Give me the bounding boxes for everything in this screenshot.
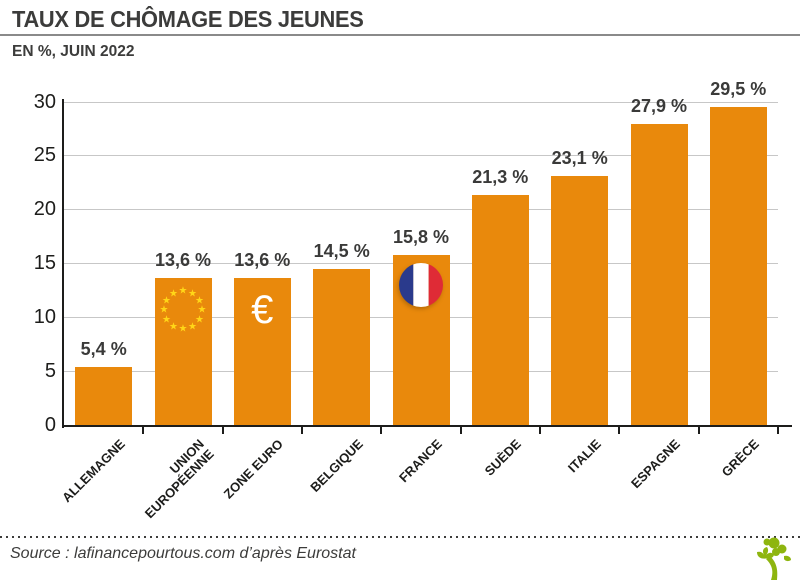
eu-star: ★ bbox=[195, 295, 204, 307]
bar-su-de bbox=[471, 195, 529, 425]
y-tick-label-5: 5 bbox=[44, 360, 56, 383]
source-text: Source : lafinancepourtous.com d’après E… bbox=[10, 545, 356, 562]
eu-star: ★ bbox=[178, 323, 188, 335]
x-tick-9 bbox=[777, 427, 779, 434]
y-axis-line bbox=[62, 99, 64, 428]
eu-star: ★ bbox=[162, 314, 171, 326]
value-label-gr-ce: 29,5 % bbox=[710, 78, 767, 99]
y-tick-label-0: 0 bbox=[44, 414, 56, 436]
eu-star: ★ bbox=[169, 288, 178, 300]
value-label-allemagne: 5,4 % bbox=[80, 338, 127, 359]
x-tick-8 bbox=[697, 427, 700, 434]
gridline-30 bbox=[64, 101, 778, 103]
gridline-20 bbox=[64, 209, 778, 211]
bar-italie bbox=[551, 175, 609, 425]
y-tick-label-30: 30 bbox=[33, 90, 56, 113]
value-label-belgique: 14,5 % bbox=[313, 240, 370, 261]
x-tick-3 bbox=[301, 427, 303, 434]
eu-star: ★ bbox=[178, 285, 188, 297]
footer-divider bbox=[0, 536, 800, 538]
bar-gr-ce bbox=[709, 106, 767, 425]
y-tick-label-15: 15 bbox=[33, 252, 56, 275]
chart-subtitle: EN %, JUIN 2022 bbox=[12, 43, 135, 60]
x-tick-6 bbox=[539, 427, 541, 434]
euro-icon: € bbox=[251, 288, 274, 333]
title-divider bbox=[0, 34, 800, 36]
eu-star: ★ bbox=[159, 304, 169, 316]
bar-belgique bbox=[313, 268, 371, 425]
value-label-su-de: 21,3 % bbox=[472, 167, 529, 188]
eu-star: ★ bbox=[188, 288, 197, 300]
x-axis-line bbox=[62, 425, 792, 427]
y-tick-label-10: 10 bbox=[33, 306, 56, 329]
x-tick-1 bbox=[142, 427, 145, 434]
y-tick-label-25: 25 bbox=[33, 144, 56, 167]
eu-star: ★ bbox=[197, 304, 207, 316]
x-tick-2 bbox=[221, 427, 224, 434]
value-label-france: 15,8 % bbox=[392, 226, 450, 247]
page-title: TAUX DE CHÔMAGE DES JEUNES bbox=[12, 6, 364, 32]
x-tick-7 bbox=[618, 427, 621, 434]
eu-star: ★ bbox=[195, 314, 204, 326]
gridline-25 bbox=[64, 155, 778, 157]
tree-logo-icon bbox=[757, 537, 791, 580]
x-tick-4 bbox=[380, 427, 383, 434]
x-tick-5 bbox=[459, 427, 462, 434]
bar-zone-euro bbox=[233, 278, 291, 425]
bar-allemagne bbox=[75, 366, 133, 425]
value-label-espagne: 27,9 % bbox=[630, 96, 688, 117]
france-flag-icon bbox=[399, 262, 443, 307]
y-tick-label-20: 20 bbox=[33, 198, 56, 221]
eu-star: ★ bbox=[162, 295, 171, 307]
bar-chart: 0 5 10 15 20 25 30 5,4 % ALLEMAGNE 13,6 % UNION EU… bbox=[33, 78, 792, 521]
value-label-union-europ-enne: 13,6 % bbox=[154, 250, 212, 271]
bar-union-europ-enne bbox=[154, 278, 212, 425]
value-label-italie: 23,1 % bbox=[551, 147, 608, 168]
value-label-zone-euro: 13,6 % bbox=[234, 250, 291, 271]
eu-star: ★ bbox=[188, 321, 197, 333]
bar-espagne bbox=[630, 124, 688, 425]
eu-star: ★ bbox=[169, 321, 178, 333]
